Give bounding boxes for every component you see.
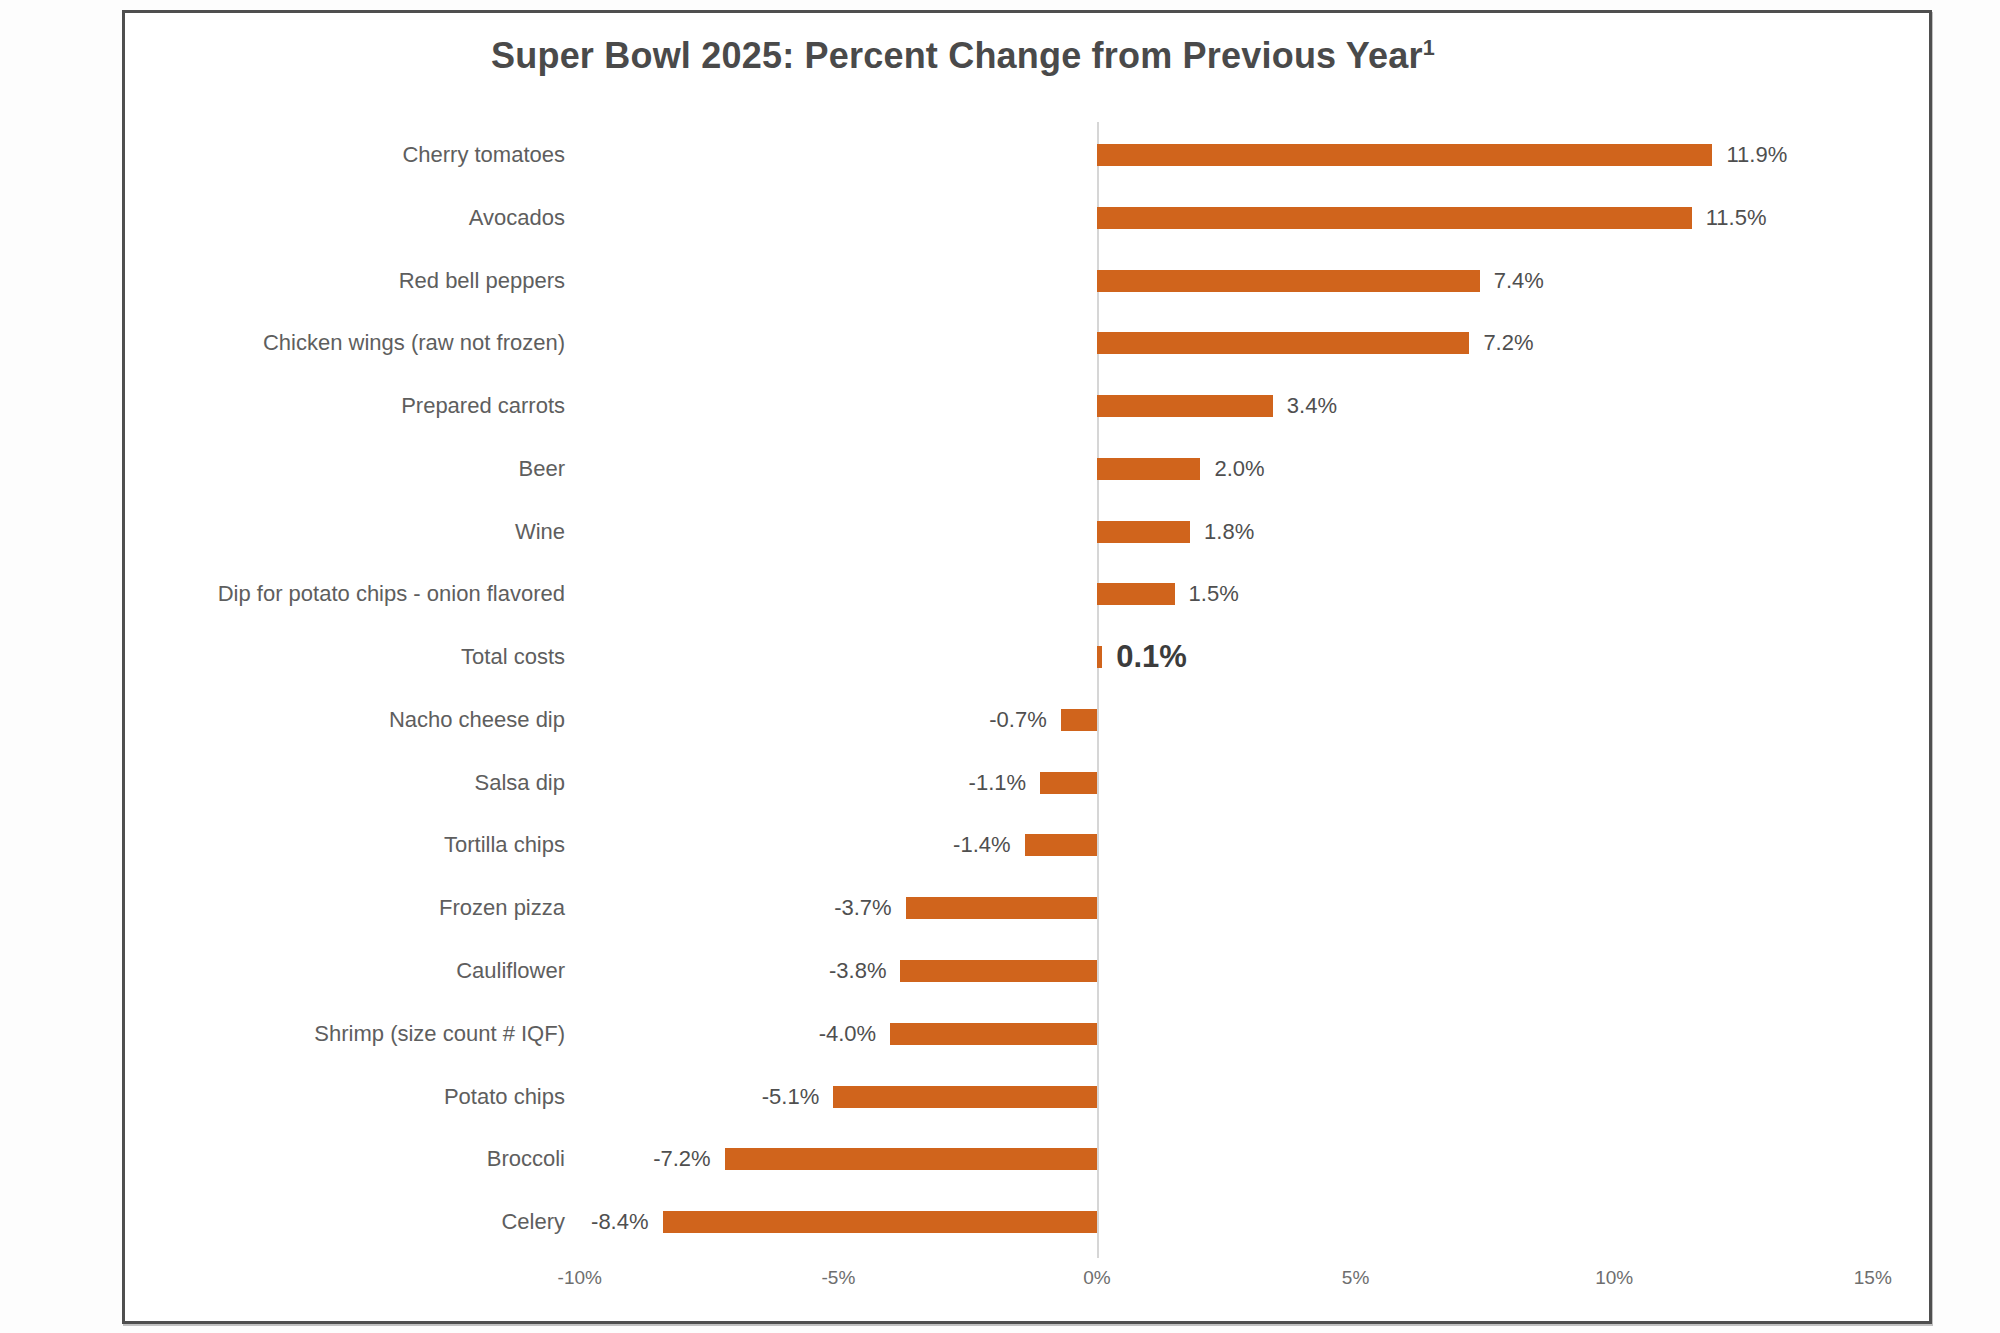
zero-axis-line — [1097, 122, 1099, 1258]
category-label: Frozen pizza — [125, 895, 565, 921]
bar — [1097, 458, 1200, 480]
bar — [900, 960, 1097, 982]
category-label: Avocados — [125, 205, 565, 231]
bar — [833, 1086, 1097, 1108]
bar-row: Chicken wings (raw not frozen) 7.2% — [125, 312, 1929, 375]
value-label: 1.5% — [1189, 581, 1239, 607]
bar-row: Nacho cheese dip -0.7% — [125, 689, 1929, 752]
value-label: -1.1% — [969, 770, 1026, 796]
category-label: Celery — [125, 1209, 565, 1235]
bar-row: Broccoli -7.2% — [125, 1128, 1929, 1191]
category-label: Cherry tomatoes — [125, 142, 565, 168]
bar-row: Salsa dip -1.1% — [125, 751, 1929, 814]
x-axis-tick-label: -5% — [821, 1267, 855, 1289]
bar-row: Prepared carrots 3.4% — [125, 375, 1929, 438]
category-label: Salsa dip — [125, 770, 565, 796]
bar — [725, 1148, 1097, 1170]
bar — [1097, 521, 1190, 543]
bar-row: Red bell peppers 7.4% — [125, 249, 1929, 312]
bar — [663, 1211, 1097, 1233]
bar — [1025, 834, 1097, 856]
bar — [1097, 395, 1273, 417]
bar — [1097, 332, 1469, 354]
value-label: 3.4% — [1287, 393, 1337, 419]
value-label: -3.8% — [829, 958, 886, 984]
value-label: 2.0% — [1214, 456, 1264, 482]
bar-row: Dip for potato chips - onion flavored 1.… — [125, 563, 1929, 626]
category-label: Beer — [125, 456, 565, 482]
value-label: 1.8% — [1204, 519, 1254, 545]
bar-row: Shrimp (size count # IQF) -4.0% — [125, 1002, 1929, 1065]
plot-area: -10% -5% 0% 5% 10% 15% Cherry tomatoes 1… — [125, 13, 1929, 1321]
value-label: 0.1% — [1116, 639, 1187, 675]
bar-row: Potato chips -5.1% — [125, 1065, 1929, 1128]
category-label: Prepared carrots — [125, 393, 565, 419]
x-axis-tick-label: 0% — [1083, 1267, 1110, 1289]
category-label: Wine — [125, 519, 565, 545]
bar — [890, 1023, 1097, 1045]
bar — [1097, 270, 1480, 292]
category-label: Shrimp (size count # IQF) — [125, 1021, 565, 1047]
value-label: -8.4% — [591, 1209, 648, 1235]
bar — [1061, 709, 1097, 731]
bar-row: Beer 2.0% — [125, 437, 1929, 500]
value-label: 11.5% — [1706, 205, 1767, 231]
category-label: Cauliflower — [125, 958, 565, 984]
value-label: -3.7% — [834, 895, 891, 921]
category-label: Broccoli — [125, 1146, 565, 1172]
x-axis-tick-label: -10% — [558, 1267, 602, 1289]
bar-row: Avocados 11.5% — [125, 186, 1929, 249]
category-label: Total costs — [125, 644, 565, 670]
value-label: 7.2% — [1483, 330, 1533, 356]
bar-row: Wine 1.8% — [125, 500, 1929, 563]
value-label: -1.4% — [953, 832, 1010, 858]
bar — [1097, 207, 1692, 229]
chart-card: Super Bowl 2025: Percent Change from Pre… — [122, 10, 1932, 1324]
value-label: -5.1% — [762, 1084, 819, 1110]
value-label: -7.2% — [653, 1146, 710, 1172]
bar — [1097, 583, 1175, 605]
x-axis: -10% -5% 0% 5% 10% 15% — [125, 1267, 1929, 1297]
bar-row: Tortilla chips -1.4% — [125, 814, 1929, 877]
bar-row: Total costs 0.1% — [125, 626, 1929, 689]
bar-row: Frozen pizza -3.7% — [125, 877, 1929, 940]
bar-row: Celery -8.4% — [125, 1191, 1929, 1254]
category-label: Nacho cheese dip — [125, 707, 565, 733]
bar-row: Cauliflower -3.8% — [125, 940, 1929, 1003]
category-label: Chicken wings (raw not frozen) — [125, 330, 565, 356]
bar — [1097, 646, 1102, 668]
x-axis-tick-label: 5% — [1342, 1267, 1369, 1289]
value-label: -0.7% — [989, 707, 1046, 733]
x-axis-tick-label: 15% — [1854, 1267, 1892, 1289]
category-label: Dip for potato chips - onion flavored — [125, 581, 565, 607]
bar — [906, 897, 1097, 919]
category-label: Tortilla chips — [125, 832, 565, 858]
value-label: 7.4% — [1494, 268, 1544, 294]
category-label: Red bell peppers — [125, 268, 565, 294]
value-label: -4.0% — [819, 1021, 876, 1047]
x-axis-tick-label: 10% — [1595, 1267, 1633, 1289]
bar-row: Cherry tomatoes 11.9% — [125, 124, 1929, 187]
value-label: 11.9% — [1726, 142, 1787, 168]
bar — [1040, 772, 1097, 794]
bar — [1097, 144, 1712, 166]
category-label: Potato chips — [125, 1084, 565, 1110]
